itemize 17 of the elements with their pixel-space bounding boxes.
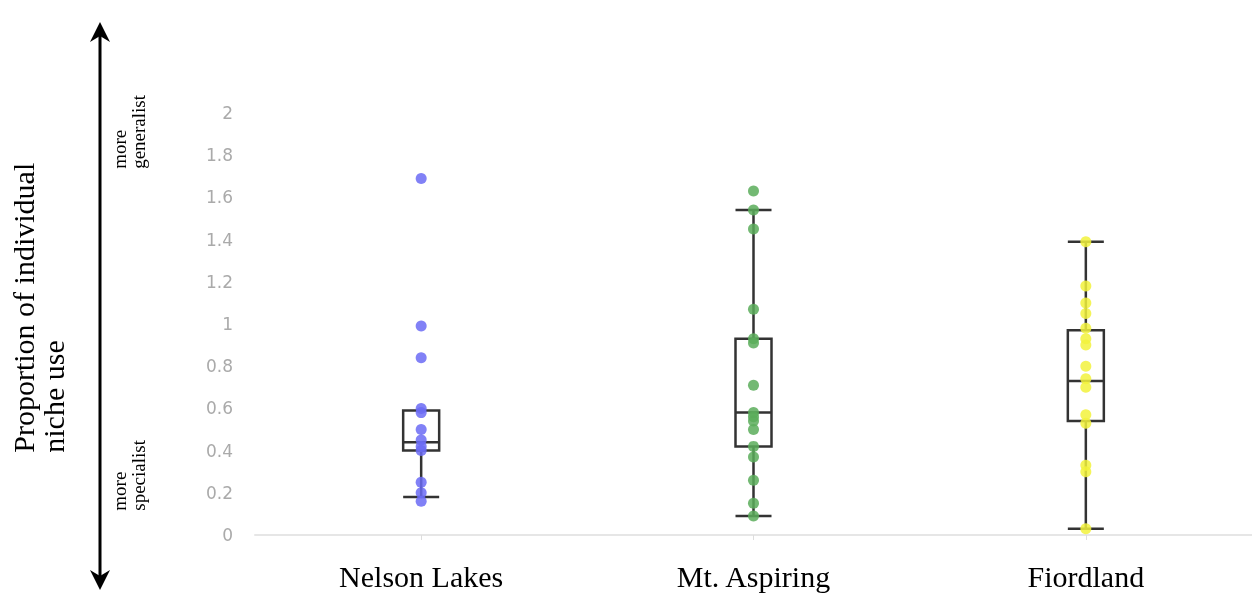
y-tick-label: 0.2 <box>205 482 233 503</box>
x-tick-label: Mt. Aspiring <box>676 559 831 593</box>
y-tick-label: 2 <box>222 103 233 123</box>
y-tick-label: 1.2 <box>205 271 233 292</box>
y-tick-label: 1.6 <box>205 187 233 208</box>
y-tick-label: 1 <box>222 314 233 334</box>
y-tick-label: 0.8 <box>205 356 233 377</box>
y-tick-label: 0 <box>222 525 233 545</box>
x-tick-label: Fiordland <box>1027 559 1145 593</box>
y-tick-label: 1.8 <box>205 145 233 166</box>
text: more generalist <box>109 94 149 169</box>
y-tick-label: 0.6 <box>205 398 233 419</box>
x-tick-label: Nelson Lakes <box>339 559 504 593</box>
text: more specialist <box>109 439 149 511</box>
y-tick-label: 0.4 <box>205 440 233 461</box>
y-axis-title: Proportion of individual niche use <box>6 155 70 453</box>
y-tick-label: 1.4 <box>205 229 233 250</box>
